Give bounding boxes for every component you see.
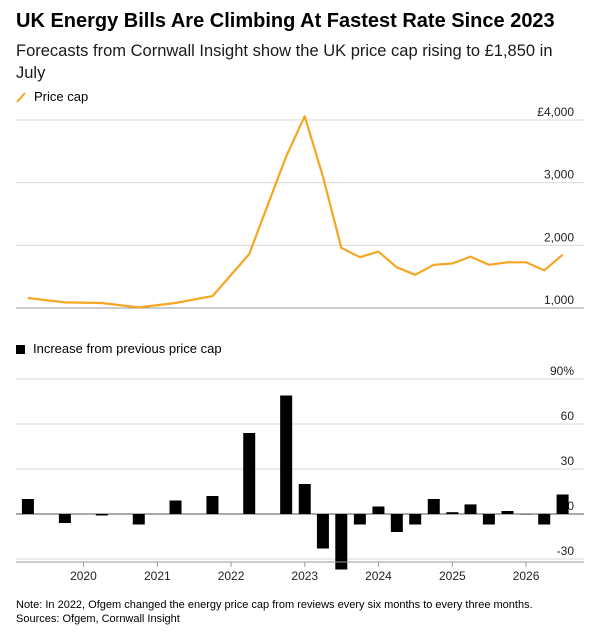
- price-y-tick-label: £4,000: [537, 105, 574, 119]
- increase-y-tick-label: -30: [557, 544, 575, 558]
- x-tick-label: 2026: [513, 569, 540, 583]
- increase-bar: [206, 496, 219, 514]
- increase-bar: [298, 484, 311, 514]
- chart-title: UK Energy Bills Are Climbing At Fastest …: [16, 10, 555, 32]
- x-tick-label: 2021: [144, 569, 171, 583]
- increase-bar: [280, 395, 293, 514]
- increase-bar: [316, 514, 329, 549]
- footer: Note: In 2022, Ofgem changed the energy …: [16, 598, 586, 626]
- bar-swatch-icon: [16, 344, 25, 354]
- x-tick-label: 2020: [70, 569, 97, 583]
- increase-bar: [538, 514, 551, 525]
- price-y-tick-label: 2,000: [544, 230, 574, 244]
- increase-bar: [243, 433, 256, 514]
- increase-bar: [446, 512, 459, 514]
- footer-sources: Sources: Ofgem, Cornwall Insight: [16, 613, 180, 625]
- increase-bar-chart: -30 0 30 60 90% 2020 2021 2022 2023 2024 2025 2026: [16, 364, 584, 583]
- increase-bar: [21, 499, 34, 514]
- increase-bar: [372, 506, 385, 514]
- line-swatch-icon: [16, 91, 26, 103]
- price-cap-line-chart: 1,000 2,000 3,000 £4,000: [16, 105, 584, 309]
- price-cap-line: [27, 115, 564, 309]
- increase-bar: [427, 499, 440, 514]
- increase-bar: [501, 511, 514, 514]
- increase-bar: [390, 514, 403, 532]
- increase-bar: [409, 514, 422, 525]
- increase-bar: [520, 514, 533, 515]
- legend-price-cap: Price cap: [16, 89, 88, 105]
- increase-bar: [169, 500, 182, 514]
- legend-label-increase: Increase from previous price cap: [33, 341, 222, 356]
- price-y-tick-label: 3,000: [544, 168, 574, 182]
- legend-label-price-cap: Price cap: [34, 89, 89, 104]
- increase-bar: [58, 514, 71, 523]
- x-tick-label: 2024: [365, 569, 392, 583]
- increase-y-tick-label: 90%: [550, 364, 574, 378]
- x-tick-label: 2023: [291, 569, 318, 583]
- increase-bar: [464, 504, 477, 514]
- increase-bar: [556, 494, 569, 514]
- increase-bar: [95, 514, 108, 516]
- legend-increase: Increase from previous price cap: [16, 341, 222, 357]
- price-y-tick-label: 1,000: [544, 293, 574, 307]
- x-tick-label: 2022: [218, 569, 245, 583]
- footer-note: Note: In 2022, Ofgem changed the energy …: [16, 599, 533, 611]
- increase-bar: [132, 514, 145, 525]
- increase-y-tick-label: 0: [567, 499, 574, 513]
- increase-bar: [353, 514, 366, 525]
- x-tick-label: 2025: [439, 569, 466, 583]
- increase-bar: [482, 514, 495, 525]
- chart-subtitle: Forecasts from Cornwall Insight show the…: [16, 42, 553, 82]
- increase-bar: [335, 514, 348, 570]
- increase-y-tick-label: 60: [561, 409, 575, 423]
- increase-y-tick-label: 30: [561, 454, 575, 468]
